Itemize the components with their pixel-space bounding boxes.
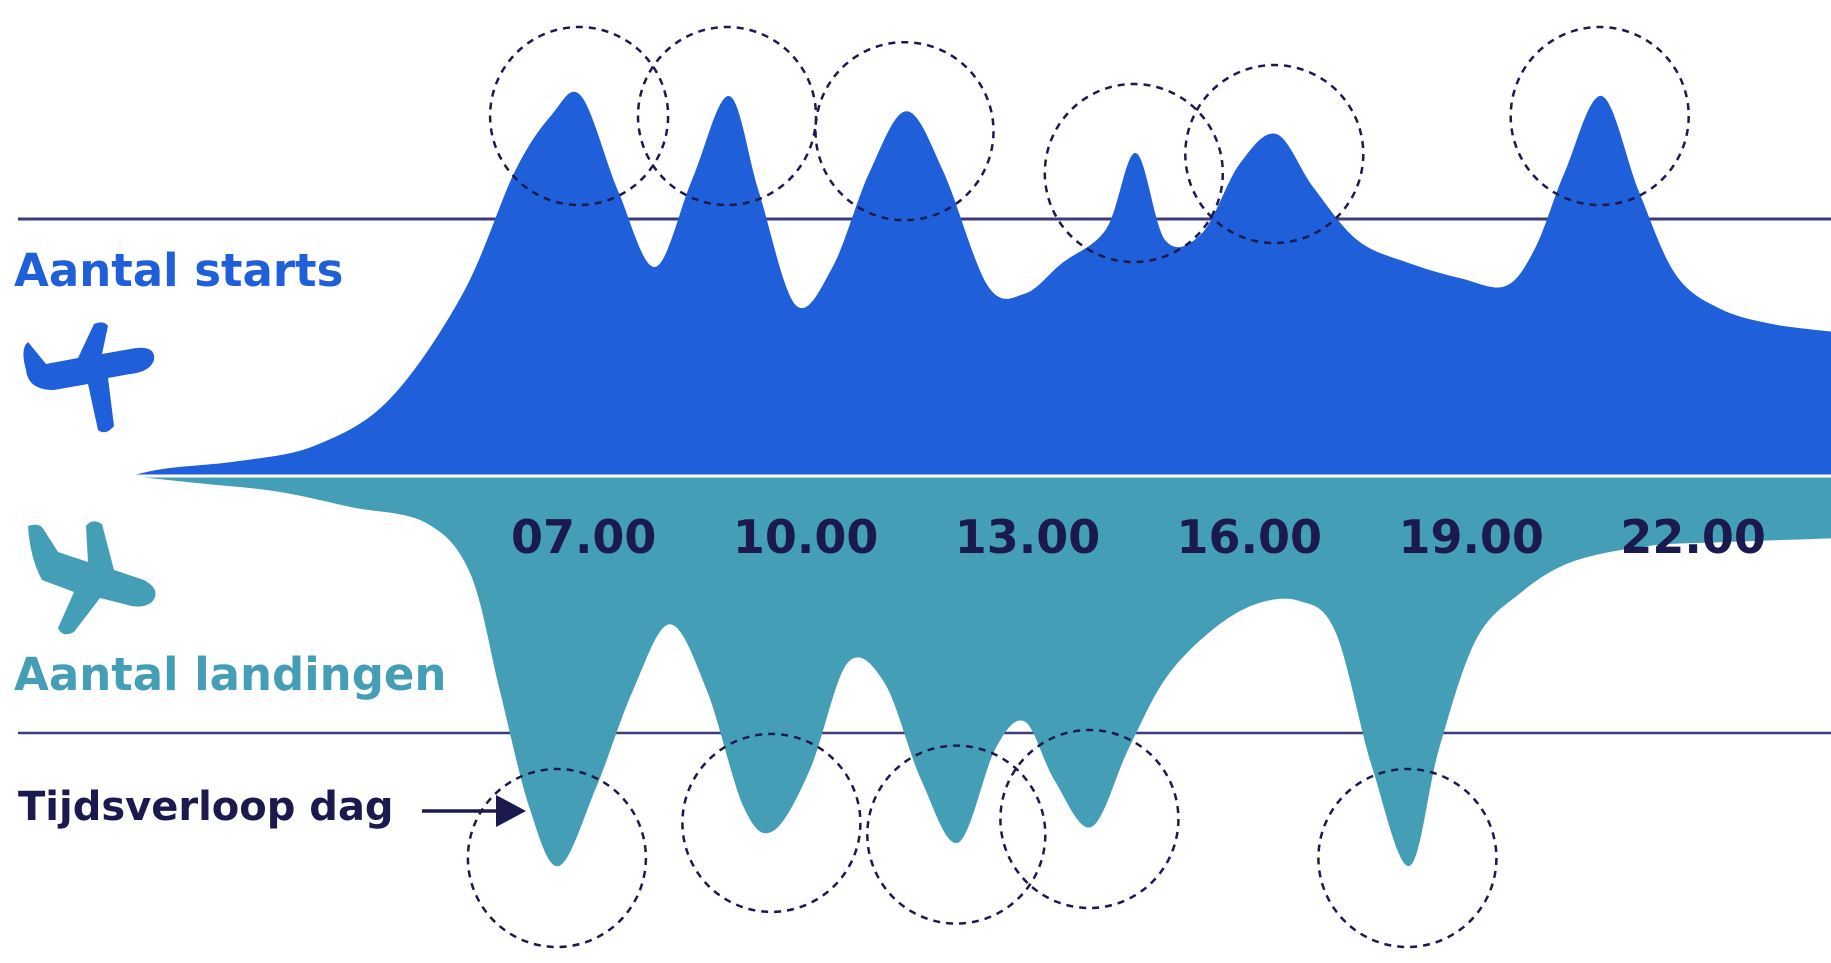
airplane-takeoff-icon <box>23 322 155 433</box>
peak-circles <box>466 25 1690 949</box>
x-tick-label: 22.00 <box>1620 510 1766 564</box>
peak-highlight-circle-landings <box>466 767 648 949</box>
arrow-right-icon <box>422 795 526 827</box>
peak-highlight-circle-starts <box>814 40 995 222</box>
x-tick-label: 19.00 <box>1398 510 1544 564</box>
landings-label: Aantal landingen <box>14 648 447 701</box>
peak-highlight-circle-starts <box>488 25 670 207</box>
peak-highlight-circle-landings <box>1317 767 1498 949</box>
airplane-takeoff-shape <box>23 322 155 433</box>
x-tick-label: 13.00 <box>955 510 1101 564</box>
peak-highlight-circle-starts <box>636 25 818 207</box>
peak-highlight-circle-starts <box>1509 25 1690 207</box>
starts-area <box>130 91 1831 477</box>
x-tick-label: 16.00 <box>1177 510 1323 564</box>
peak-highlight-circle-landings <box>681 732 862 914</box>
starts-label: Aantal starts <box>14 244 344 297</box>
peak-highlight-circle-starts <box>1043 82 1225 264</box>
arrow-head <box>496 795 526 827</box>
time-label: Tijdsverloop dag <box>18 784 394 830</box>
x-axis-ticks: 07.00 10.00 13.00 16.00 19.00 22.00 <box>511 510 1766 564</box>
x-tick-label: 10.00 <box>733 510 879 564</box>
airplane-landing-icon <box>28 521 156 635</box>
peak-highlight-circle-landings <box>999 728 1180 910</box>
x-tick-label: 07.00 <box>511 510 657 564</box>
peak-highlight-circle-starts <box>1184 63 1365 245</box>
airplane-landing-shape <box>28 521 156 635</box>
peak-highlight-circle-landings <box>866 744 1047 925</box>
